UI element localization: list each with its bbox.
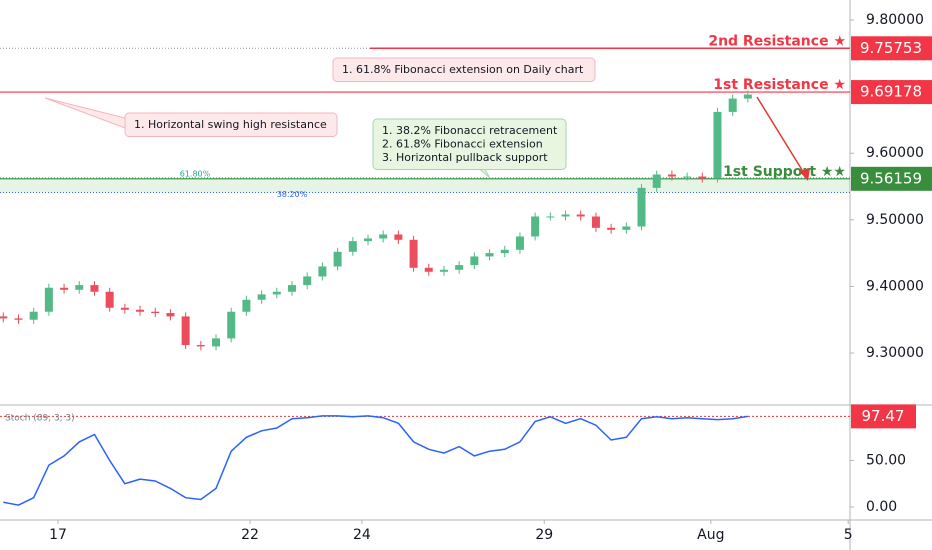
level-price-label: 9.75753 [860, 39, 922, 57]
candle-body [227, 311, 236, 339]
candle-body [561, 214, 570, 217]
candle-body [288, 285, 297, 292]
callout-text: 1. Horizontal swing high resistance [134, 118, 327, 131]
candle-body [576, 214, 585, 217]
x-tick-label: 17 [49, 527, 67, 543]
y-tick-label: 50.00 [866, 453, 906, 469]
candle-body [379, 234, 388, 239]
candle-body [500, 249, 509, 254]
y-tick-label: 9.30000 [866, 345, 924, 361]
candle-body [136, 309, 145, 312]
arrow-head [799, 168, 810, 181]
level-price-box [851, 166, 932, 191]
candle-body [363, 238, 372, 242]
candle-body [257, 294, 266, 300]
candle-body [439, 269, 448, 272]
candle-body [713, 111, 722, 179]
callout-box [372, 118, 567, 170]
last-value-label: 97.47 [862, 407, 905, 425]
callout-text: 2. 61.8% Fibonacci extension [382, 138, 543, 151]
indicator-name: Stoch (89, 3, 3) [5, 414, 75, 424]
x-tick-label: 24 [353, 527, 371, 543]
candle-body [181, 316, 190, 346]
candle-body [90, 285, 99, 292]
candle-body [120, 307, 129, 310]
candle-body [591, 216, 600, 228]
level-name: 2nd Resistance ★ [708, 33, 846, 49]
arrow [756, 96, 808, 179]
level-price-box [851, 80, 932, 105]
y-tick-label: 0.00 [866, 499, 897, 515]
candle-body [212, 338, 221, 347]
candle-body [394, 234, 403, 240]
callout-text: 1. 61.8% Fibonacci extension on Daily ch… [342, 63, 584, 76]
candle-body [196, 345, 205, 347]
callout-box [124, 112, 338, 137]
candle-body [531, 216, 540, 237]
x-tick-label: Aug [697, 527, 724, 543]
candle-body [485, 253, 494, 257]
callout-text: 1. 38.2% Fibonacci retracement [382, 124, 558, 137]
level-name: 1st Support ★★ [723, 164, 846, 180]
candle-body [728, 98, 737, 112]
candle-body [667, 174, 676, 177]
candle-body [637, 187, 646, 227]
level-name: 1st Resistance ★ [713, 77, 846, 93]
candle-body [409, 239, 418, 268]
candle-body [75, 285, 84, 290]
candle-body [60, 287, 69, 290]
level-price-label: 9.56159 [860, 169, 922, 187]
x-tick-label: 29 [535, 527, 553, 543]
candle-body [0, 316, 8, 319]
callout-text: 3. Horizontal pullback support [382, 151, 548, 164]
candle-body [29, 311, 38, 320]
candle-body [546, 216, 555, 218]
stoch-line [3, 415, 749, 506]
candle-body [166, 313, 175, 317]
candle-body [105, 291, 114, 308]
candle-body [683, 176, 692, 178]
y-tick-label: 9.40000 [866, 278, 924, 294]
candle-body [743, 94, 752, 99]
x-tick-label: 22 [241, 527, 259, 543]
y-tick-label: 9.80000 [866, 12, 924, 28]
candle-body [303, 276, 312, 286]
candle-body [652, 174, 661, 188]
last-value-box [851, 404, 916, 429]
x-tick-label: 5 [844, 527, 853, 543]
callout-box [332, 57, 596, 82]
candle-body [470, 256, 479, 266]
candle-body [333, 251, 342, 267]
level-price-label: 9.69178 [860, 83, 922, 101]
candle-body [44, 287, 53, 312]
candle-body [622, 226, 631, 230]
candle-body [318, 266, 327, 277]
fib-zone [0, 177, 850, 193]
candle-body [424, 267, 433, 272]
candle-body [515, 236, 524, 250]
candle-body [698, 176, 707, 179]
y-tick-label: 9.50000 [866, 212, 924, 228]
level-price-box [851, 36, 932, 61]
candle-body [272, 291, 281, 295]
fib-label: 61.80% [180, 169, 211, 178]
candle-body [348, 241, 357, 252]
candle-body [151, 311, 160, 314]
candle-body [455, 265, 464, 270]
fib-label: 38.20% [277, 190, 308, 199]
candle-body [14, 318, 23, 320]
candle-body [607, 227, 616, 230]
y-tick-label: 9.60000 [866, 145, 924, 161]
candle-body [242, 299, 251, 312]
